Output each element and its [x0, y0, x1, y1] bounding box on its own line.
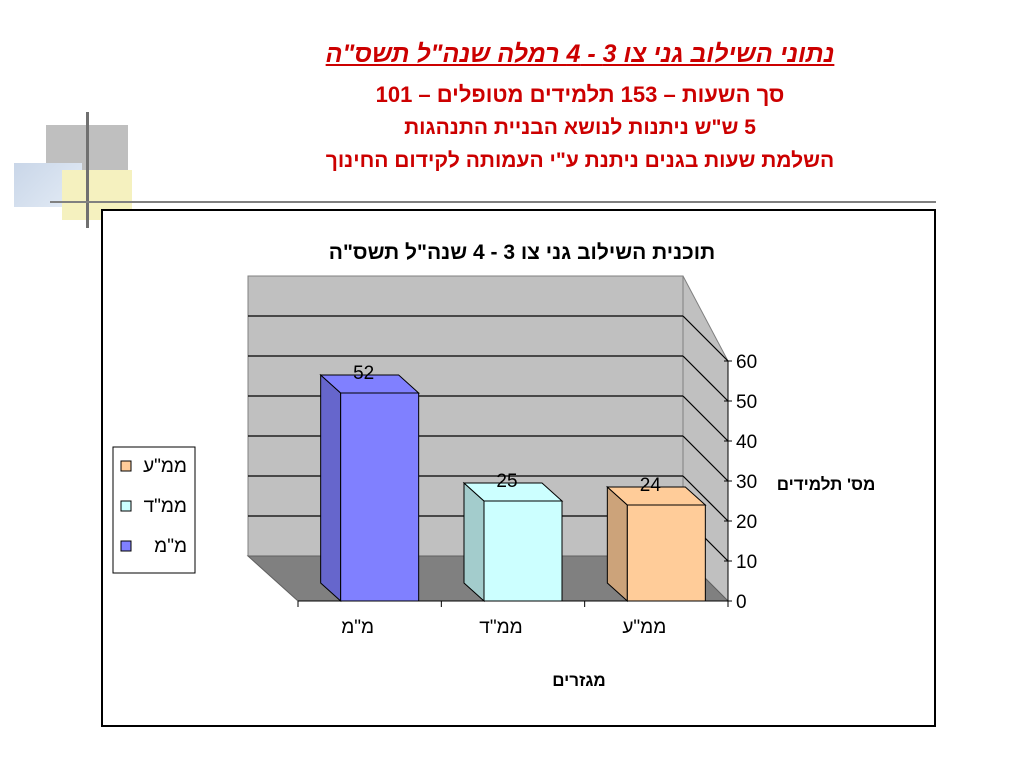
legend-swatch: [120, 460, 132, 472]
decor-line-horizontal: [50, 201, 936, 203]
gridline: [682, 315, 729, 362]
gridline: [682, 395, 729, 442]
bar-value-label: 25: [496, 471, 517, 492]
plot-area: 0 10 20 30 40 50 60 52 מ"מ 25 ממ"ד 24 ממ"ע: [246, 275, 757, 638]
slide-line-completion: השלמת שעות בגנים ניתנת ע"י העמותה לקידום…: [325, 149, 835, 172]
y-tick-label: 20: [736, 512, 757, 533]
bar: [626, 504, 706, 602]
bar: [340, 392, 420, 602]
bar: [483, 500, 563, 602]
y-axis-label: מס' תלמידים: [777, 475, 876, 494]
bar-side: [606, 485, 628, 603]
bar-value-label: 52: [353, 363, 374, 384]
slide-title: נתוני השילוב גני צו 3 - 4 רמלה שנה"ל תשס…: [325, 40, 835, 68]
x-tick-label: ממ"ד: [479, 617, 522, 638]
y-tick-label: 60: [736, 352, 757, 373]
legend-swatch: [120, 500, 132, 512]
gridline: [682, 475, 729, 522]
decor-line-vertical: [86, 112, 89, 228]
y-tick-label: 0: [736, 592, 747, 613]
legend: ממ"ע ממ"ד מ"מ: [112, 446, 196, 574]
bar-chart: תוכנית השילוב גני צו 3 - 4 שנה"ל תשס"ה 0…: [112, 241, 876, 690]
slide-line-behavior: 5 ש"ש ניתנות לנושא הבניית התנהגות: [404, 116, 756, 139]
chart-frame: תוכנית השילוב גני צו 3 - 4 שנה"ל תשס"ה 0…: [101, 209, 936, 727]
x-tick-label: מ"מ: [341, 617, 374, 638]
y-tick-label: 30: [736, 472, 757, 493]
chart-title: תוכנית השילוב גני צו 3 - 4 שנה"ל תשס"ה: [329, 241, 715, 264]
gridline: [682, 435, 729, 482]
x-tick-label: ממ"ע: [622, 617, 666, 638]
bar-side: [463, 481, 485, 603]
gridline: [682, 355, 729, 402]
slide-line-hours: סך השעות – 153 תלמידים מטופלים – 101: [375, 82, 785, 107]
legend-label: ממ"ד: [144, 496, 187, 517]
y-tick-label: 10: [736, 552, 757, 573]
legend-swatch: [120, 540, 132, 552]
y-tick-label: 50: [736, 392, 757, 413]
y-tick-label: 40: [736, 432, 757, 453]
bar-side: [320, 373, 342, 603]
legend-label: ממ"ע: [143, 456, 187, 477]
x-axis-label: מגזרים: [552, 671, 606, 690]
legend-label: מ"מ: [154, 536, 187, 557]
bar-value-label: 24: [640, 475, 662, 496]
